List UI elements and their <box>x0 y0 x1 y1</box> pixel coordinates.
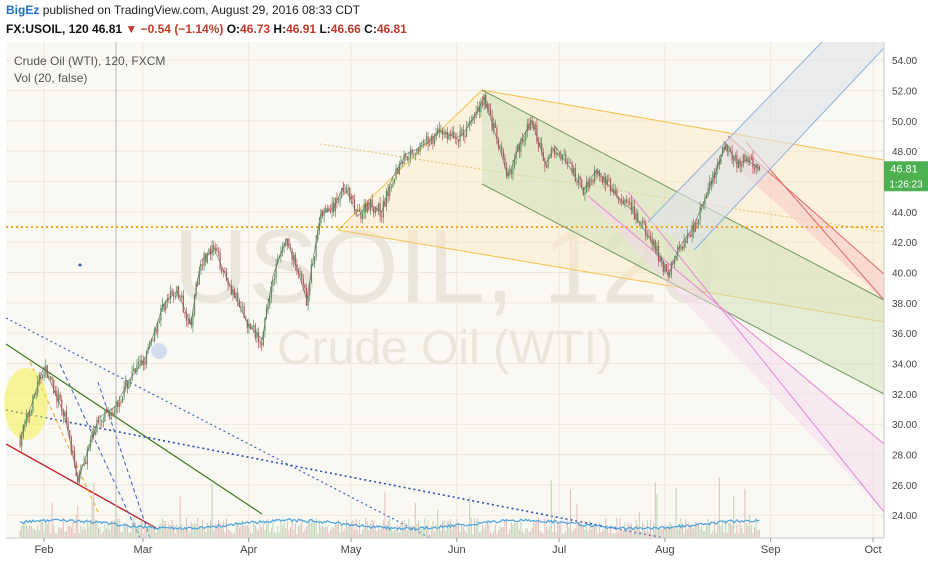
high-value: 46.91 <box>286 22 317 36</box>
price-chart[interactable]: USOIL, 120 Crude Oil (WTI) <box>0 42 928 566</box>
green-channel-lower[interactable] <box>481 183 885 395</box>
symbol-label[interactable]: FX:USOIL, 120 <box>6 22 89 36</box>
y-tick-label: 26.00 <box>892 481 917 492</box>
y-tick-label: 30.00 <box>892 420 917 431</box>
y-tick-label: 50.00 <box>892 117 917 128</box>
last-price-tag-value: 46.81 <box>890 163 918 175</box>
x-tick-label: Jun <box>448 544 466 556</box>
pitchfork-handle-line[interactable] <box>337 89 483 231</box>
x-tick-label: Feb <box>35 544 54 556</box>
publish-line: BigEz published on TradingView.com, Augu… <box>6 3 360 17</box>
y-tick-label: 34.00 <box>892 360 917 371</box>
watermark-name: Crude Oil (WTI) <box>277 322 613 375</box>
red-trendline[interactable] <box>5 443 157 529</box>
blue-dashed-line-1[interactable] <box>59 363 141 539</box>
low-value: 46.66 <box>330 22 361 36</box>
x-tick-label: Apr <box>240 544 257 556</box>
price-line <box>19 95 761 482</box>
last-price-tag: 46.81 1:26:23 <box>884 161 928 192</box>
pink-channel-fill <box>588 196 884 512</box>
open-label: O: <box>226 22 241 36</box>
blue-channel-lower[interactable] <box>647 42 823 223</box>
price-candles <box>19 92 760 486</box>
price-change: ▼ −0.54 (−1.14%) <box>125 22 224 36</box>
legend-title[interactable]: Crude Oil (WTI), 120, FXCM <box>14 54 165 68</box>
x-tick-label: Mar <box>133 544 152 556</box>
time-axis[interactable] <box>6 538 884 566</box>
blue-dot <box>78 263 82 267</box>
countdown-timer: 1:26:23 <box>889 179 923 190</box>
y-tick-label: 36.00 <box>892 329 917 340</box>
y-tick-label: 54.00 <box>892 56 917 67</box>
green-trendline[interactable] <box>5 343 263 515</box>
legend-volume[interactable]: Vol (20, false) <box>14 71 87 85</box>
x-tick-label: May <box>341 544 362 556</box>
x-tick-label: Sep <box>761 544 781 556</box>
chart-header: BigEz published on TradingView.com, Augu… <box>0 0 928 42</box>
high-label: H: <box>273 22 287 36</box>
y-tick-label: 28.00 <box>892 451 917 462</box>
highlight-ellipse[interactable] <box>4 368 48 440</box>
ohlc-line: FX:USOIL, 120 46.81 ▼ −0.54 (−1.14%) O:4… <box>6 22 407 36</box>
x-tick-label: Jul <box>552 544 566 556</box>
blue-channel-upper[interactable] <box>693 47 885 251</box>
author-link[interactable]: BigEz <box>6 3 40 17</box>
y-tick-label: 40.00 <box>892 269 917 280</box>
x-axis-ticks: Feb Mar Apr May Jun Jul Aug Sep Oct <box>35 538 882 556</box>
low-label: L: <box>319 22 331 36</box>
pink-channel-upper[interactable] <box>587 195 885 445</box>
x-tick-label: Aug <box>655 544 675 556</box>
y-tick-label: 38.00 <box>892 299 917 310</box>
marker-circle[interactable] <box>151 343 167 359</box>
y-tick-label: 42.00 <box>892 238 917 249</box>
y-tick-label: 44.00 <box>892 208 917 219</box>
volume-ma-line <box>19 518 760 531</box>
volume-bars <box>19 477 760 538</box>
close-label: C: <box>364 22 377 36</box>
y-tick-label: 52.00 <box>892 87 917 98</box>
red-channel-fill <box>728 136 884 300</box>
y-tick-label: 48.00 <box>892 147 917 158</box>
open-value: 46.73 <box>240 22 271 36</box>
y-tick-label: 32.00 <box>892 390 917 401</box>
close-value: 46.81 <box>376 22 407 36</box>
x-tick-label: Oct <box>864 544 881 556</box>
pitchfork-upper-line[interactable] <box>481 89 885 161</box>
price-axis[interactable] <box>884 42 928 566</box>
pink-channel-lower[interactable] <box>627 191 885 513</box>
publish-info: published on TradingView.com, August 29,… <box>42 3 361 17</box>
y-tick-label: 24.00 <box>892 511 917 522</box>
last-price: 46.81 <box>92 22 123 36</box>
